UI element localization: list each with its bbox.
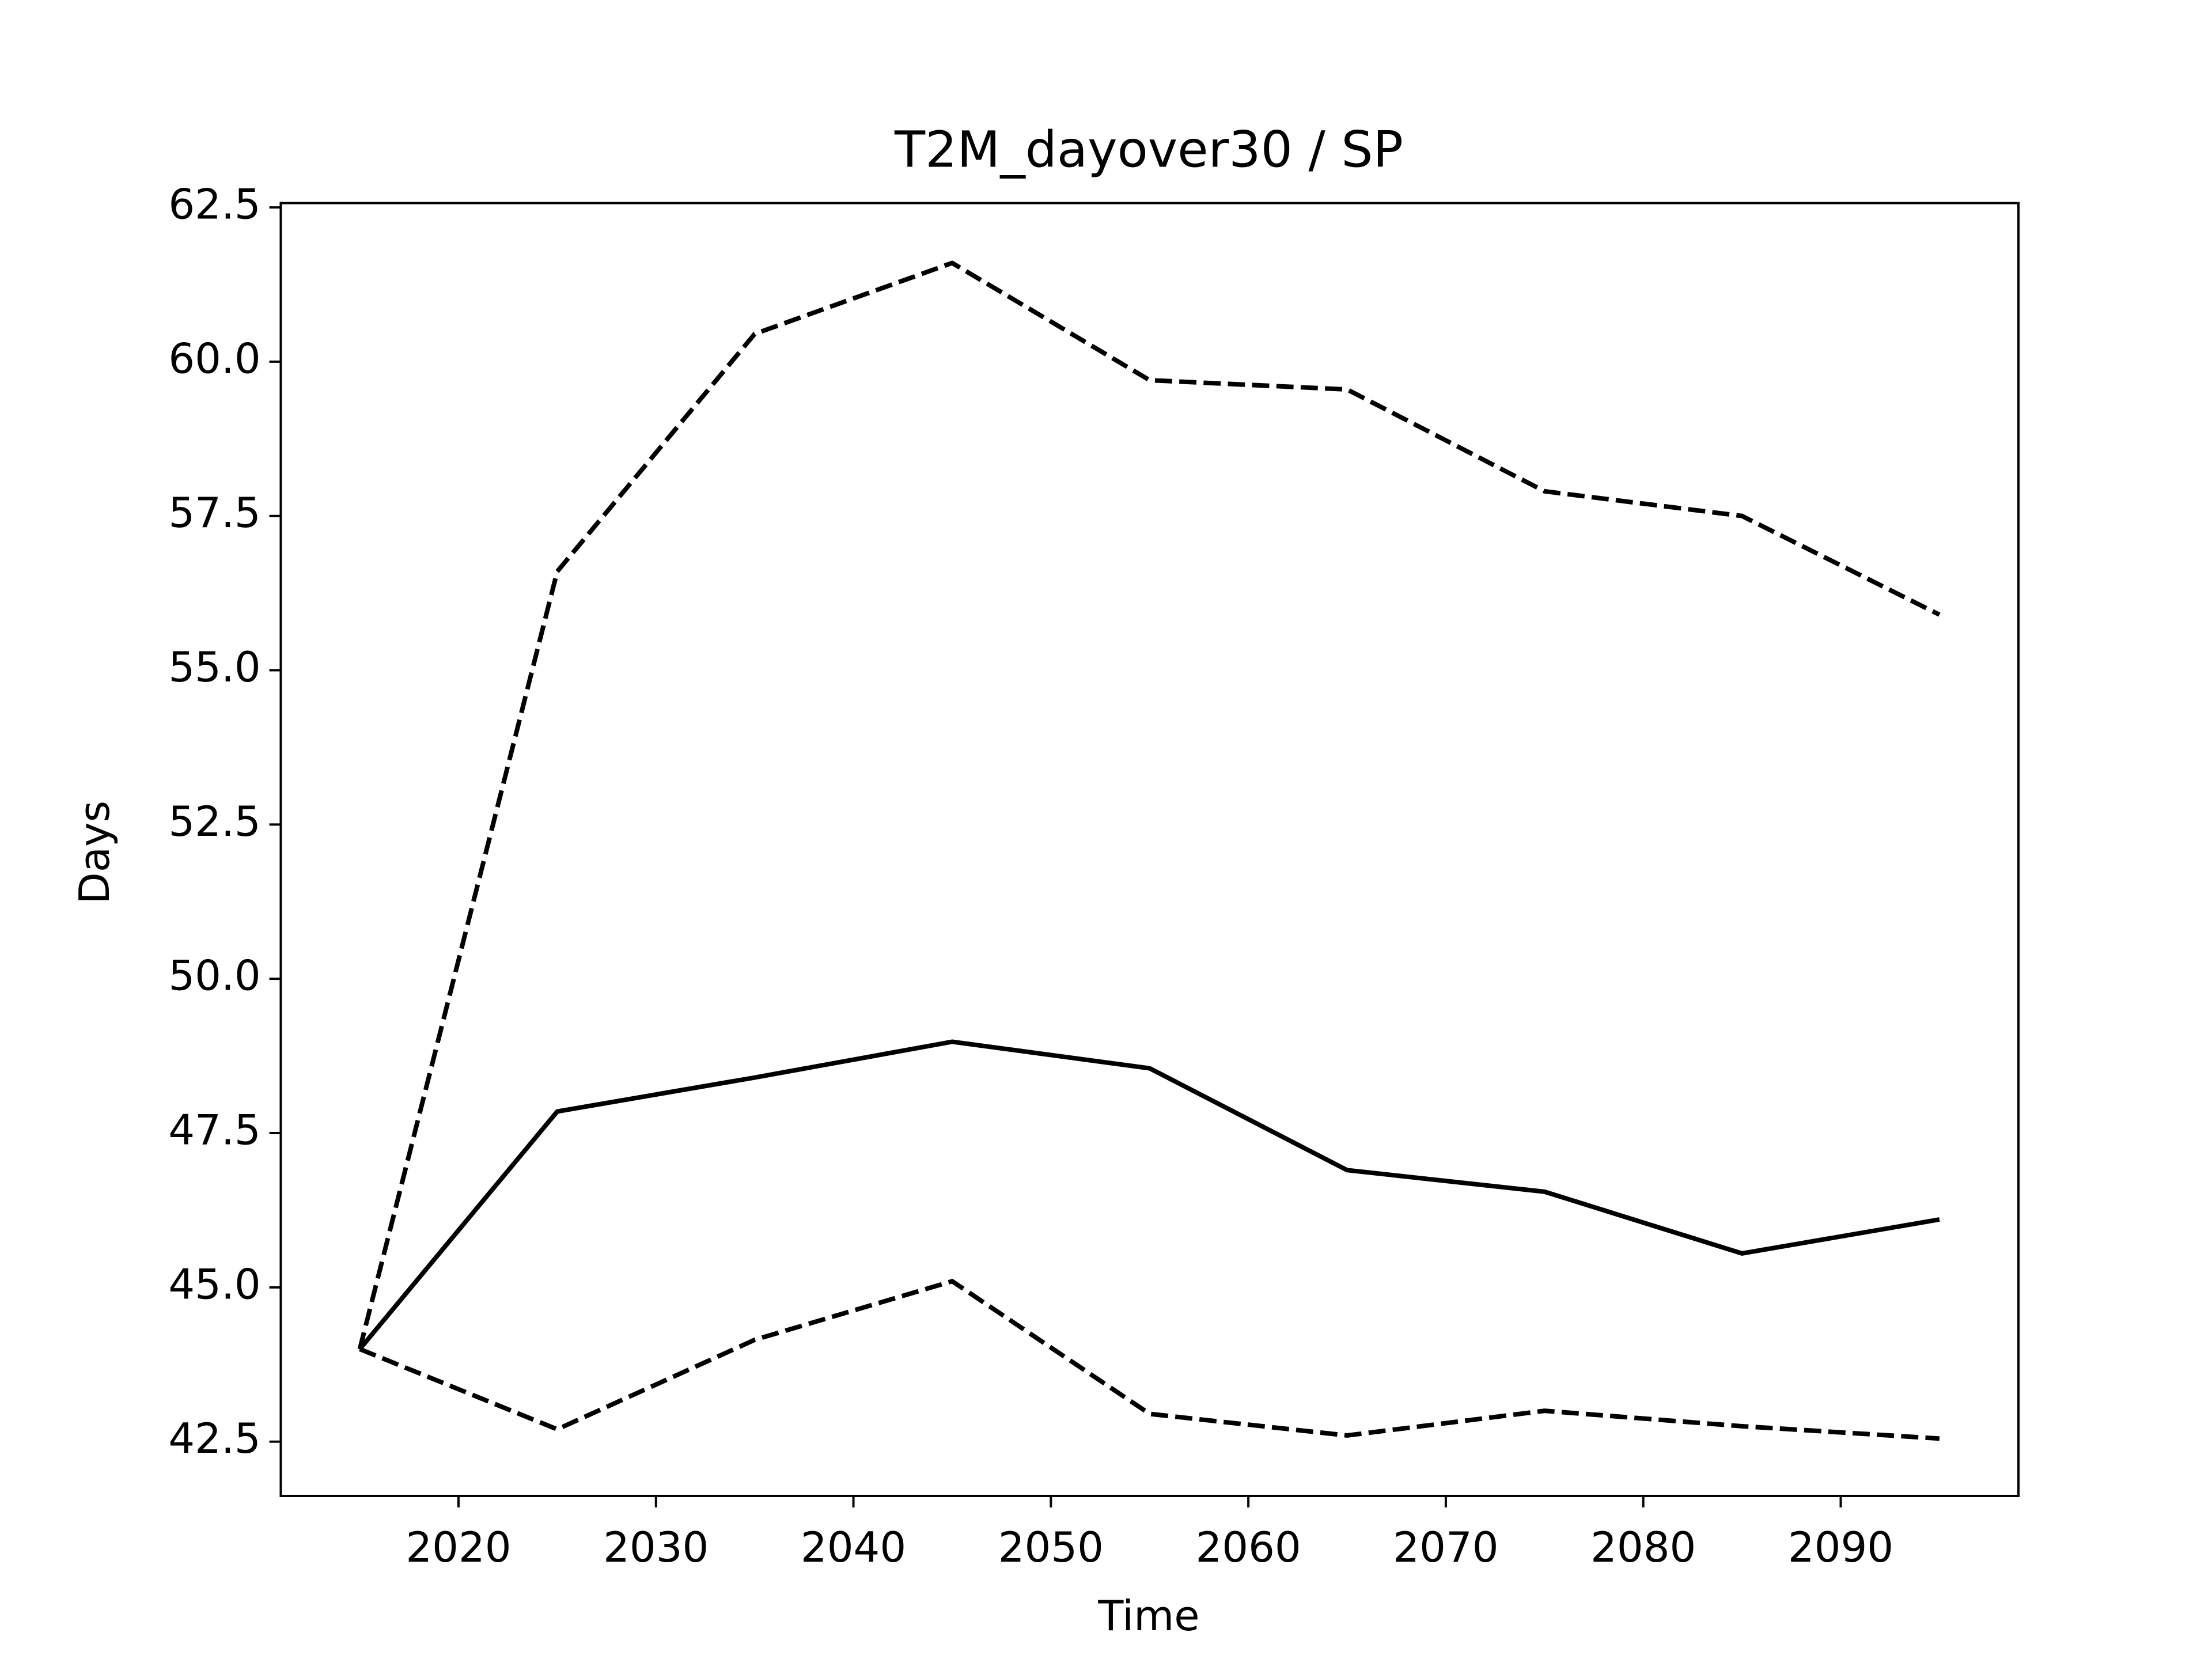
x-tick-label: 2040 [801, 1523, 906, 1571]
y-tick-label: 47.5 [168, 1106, 260, 1154]
x-tick-label: 2080 [1590, 1523, 1696, 1571]
x-axis-label: Time [1097, 1592, 1199, 1640]
x-tick-label: 2070 [1393, 1523, 1498, 1571]
y-tick-label: 62.5 [168, 180, 260, 229]
x-tick-label: 2090 [1788, 1523, 1893, 1571]
x-tick-label: 2030 [603, 1523, 709, 1571]
y-tick-label: 55.0 [168, 643, 260, 691]
y-tick-label: 52.5 [168, 797, 260, 846]
y-axis-label: Days [70, 801, 119, 904]
x-tick-label: 2020 [406, 1523, 511, 1571]
x-tick-label: 2050 [998, 1523, 1104, 1571]
y-tick-label: 50.0 [168, 952, 260, 1000]
plot-frame [279, 202, 2020, 1497]
y-tick-label: 57.5 [168, 488, 260, 537]
y-tick-label: 60.0 [168, 334, 260, 382]
y-tick-label: 45.0 [168, 1260, 260, 1308]
x-tick-label: 2060 [1196, 1523, 1301, 1571]
data-line [357, 260, 1941, 1350]
data-line [358, 1039, 1940, 1351]
chart-title: T2M_dayover30 / SP [894, 121, 1403, 179]
y-tick-label: 42.5 [168, 1414, 260, 1463]
